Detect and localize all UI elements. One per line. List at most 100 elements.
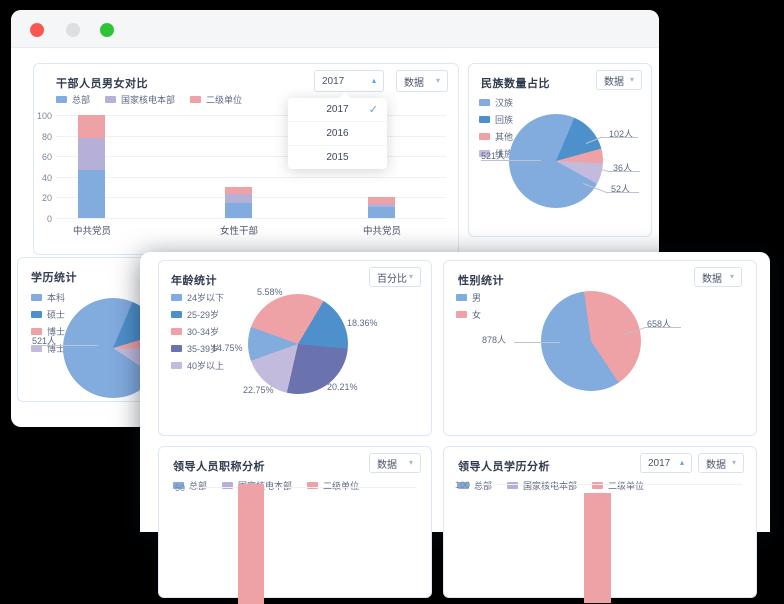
year-dropdown-menu: 2017 ✓ 2016 2015 xyxy=(288,92,387,169)
check-icon: ✓ xyxy=(368,104,378,116)
maximize-button[interactable] xyxy=(100,23,114,37)
year-option-2017[interactable]: 2017 ✓ xyxy=(288,98,387,122)
legend-chip xyxy=(479,99,490,106)
card-title: 民族数量占比 xyxy=(481,78,550,90)
mode-select-value: 数据 xyxy=(404,77,424,89)
stacked-bar xyxy=(238,484,264,604)
mode-select[interactable]: 数据 ▾ xyxy=(396,70,448,92)
stacked-bar xyxy=(78,115,105,218)
caret-down-icon: ▾ xyxy=(408,458,413,467)
y-tick: 0 xyxy=(46,214,52,224)
pie-chart xyxy=(248,294,348,394)
legend-chip xyxy=(307,482,319,489)
pie-label: 22.75% xyxy=(243,385,274,395)
legend-chip xyxy=(171,311,182,318)
legend: 24岁以下 25-29岁 30-34岁 35-39岁 40岁以上 xyxy=(171,291,224,372)
caret-up-icon: ▴ xyxy=(371,76,376,85)
card-title: 干部人员男女对比 xyxy=(56,78,148,90)
legend-chip xyxy=(31,294,42,301)
card-leader-edu: 领导人员学历分析 2017 ▴ 数据 ▾ 总部 国家核电本部 二级单位 100 xyxy=(443,446,757,603)
legend-chip xyxy=(171,345,182,352)
legend: 总部 国家核电本部 二级单位 xyxy=(56,93,242,106)
legend-item: 总部 xyxy=(56,93,90,106)
window-titlebar xyxy=(11,10,659,48)
y-tick: 100 xyxy=(36,111,52,121)
pie-label: 102人 xyxy=(609,129,634,139)
legend-chip xyxy=(507,482,519,489)
caret-up-icon: ▴ xyxy=(679,458,684,467)
legend-chip xyxy=(171,362,182,369)
pie-chart xyxy=(541,291,641,391)
caret-down-icon: ▾ xyxy=(729,272,734,281)
year-select[interactable]: 2017 ▴ xyxy=(314,70,384,92)
legend: 总部 国家核电本部 二级单位 xyxy=(173,479,359,492)
pie-label: 521人 xyxy=(32,336,57,346)
legend: 本科 硕士 博士 博士后 xyxy=(31,291,74,355)
year-option-2015[interactable]: 2015 xyxy=(326,152,349,163)
pie-chart xyxy=(509,114,603,208)
year-select[interactable]: 2017 ▴ xyxy=(640,453,692,473)
x-category: 中共党员 xyxy=(72,226,111,237)
legend-chip xyxy=(190,96,202,103)
minimize-button[interactable] xyxy=(66,23,80,37)
legend: 总部 国家核电本部 二级单位 xyxy=(458,479,644,492)
mode-select[interactable]: 百分比 ▾ xyxy=(369,267,421,287)
y-tick: 20 xyxy=(41,193,52,203)
mode-select[interactable]: 数据 ▾ xyxy=(694,267,742,287)
foreground-panel: 年龄统计 百分比 ▾ 24岁以下 25-29岁 30-34岁 35-39岁 40… xyxy=(140,252,770,604)
pie-label: 878人 xyxy=(482,335,507,345)
y-tick: 60 xyxy=(41,152,52,162)
legend-chip xyxy=(479,133,490,140)
mode-select[interactable]: 数据 ▾ xyxy=(369,453,421,473)
caret-down-icon: ▾ xyxy=(435,76,440,85)
pie-label: 14.75% xyxy=(212,343,243,353)
legend-chip xyxy=(458,482,469,489)
pie-label: 658人 xyxy=(647,319,672,329)
legend-chip xyxy=(479,116,490,123)
x-category: 中共党员 xyxy=(362,226,401,237)
year-select-value: 2017 xyxy=(322,75,345,87)
card-title: 性别统计 xyxy=(458,275,504,287)
legend-chip xyxy=(222,482,234,489)
legend: 汉族 回族 其他 维族 xyxy=(479,96,513,160)
legend-chip xyxy=(105,96,117,103)
x-category: 女性干部 xyxy=(219,226,258,237)
card-title: 领导人员职称分析 xyxy=(173,461,265,473)
legend-chip xyxy=(171,294,182,301)
legend-chip xyxy=(31,345,42,352)
mode-select[interactable]: 数据 ▾ xyxy=(596,70,642,90)
legend-chip xyxy=(456,294,467,301)
caret-down-icon: ▾ xyxy=(731,458,736,467)
card-cadre-gender: 干部人员男女对比 2017 ▴ 数据 ▾ 总部 国家核电本部 二级单位 100 … xyxy=(33,63,459,255)
legend-chip xyxy=(31,311,42,318)
card-ethnic: 民族数量占比 数据 ▾ 汉族 回族 其他 维族 102人 36人 52人 521… xyxy=(468,63,652,237)
legend-chip xyxy=(592,482,604,489)
legend-chip xyxy=(56,96,67,103)
pie-label: 18.36% xyxy=(347,318,378,328)
close-button[interactable] xyxy=(30,23,44,37)
card-title: 年龄统计 xyxy=(171,275,217,287)
y-tick: 50 xyxy=(174,483,185,493)
legend-item: 二级单位 xyxy=(190,93,242,106)
legend: 男 女 xyxy=(456,291,481,321)
mode-select[interactable]: 数据 ▾ xyxy=(698,453,744,473)
stacked-bar xyxy=(225,187,252,218)
card-title: 领导人员学历分析 xyxy=(458,461,550,473)
card-age: 年龄统计 百分比 ▾ 24岁以下 25-29岁 30-34岁 35-39岁 40… xyxy=(158,260,432,436)
y-tick: 40 xyxy=(41,173,52,183)
legend-chip xyxy=(31,328,42,335)
bar-chart: 100 80 60 40 20 0 中共党员 女性干部 中共党员 xyxy=(37,111,446,237)
stacked-bar xyxy=(584,493,611,603)
pie-label: 36人 xyxy=(613,163,633,173)
card-title: 学历统计 xyxy=(31,272,77,284)
card-leader-title: 领导人员职称分析 数据 ▾ 总部 国家核电本部 二级单位 50 xyxy=(158,446,432,604)
card-gender: 性别统计 数据 ▾ 男 女 878人 658人 xyxy=(443,260,757,436)
pie-label: 20.21% xyxy=(327,382,358,392)
legend-item: 国家核电本部 xyxy=(105,93,175,106)
y-tick: 100 xyxy=(454,480,470,490)
caret-down-icon: ▾ xyxy=(629,75,634,84)
legend-chip xyxy=(456,311,467,318)
year-option-2016[interactable]: 2016 xyxy=(288,122,387,146)
pie-label: 521人 xyxy=(481,151,506,161)
y-tick: 80 xyxy=(41,132,52,142)
